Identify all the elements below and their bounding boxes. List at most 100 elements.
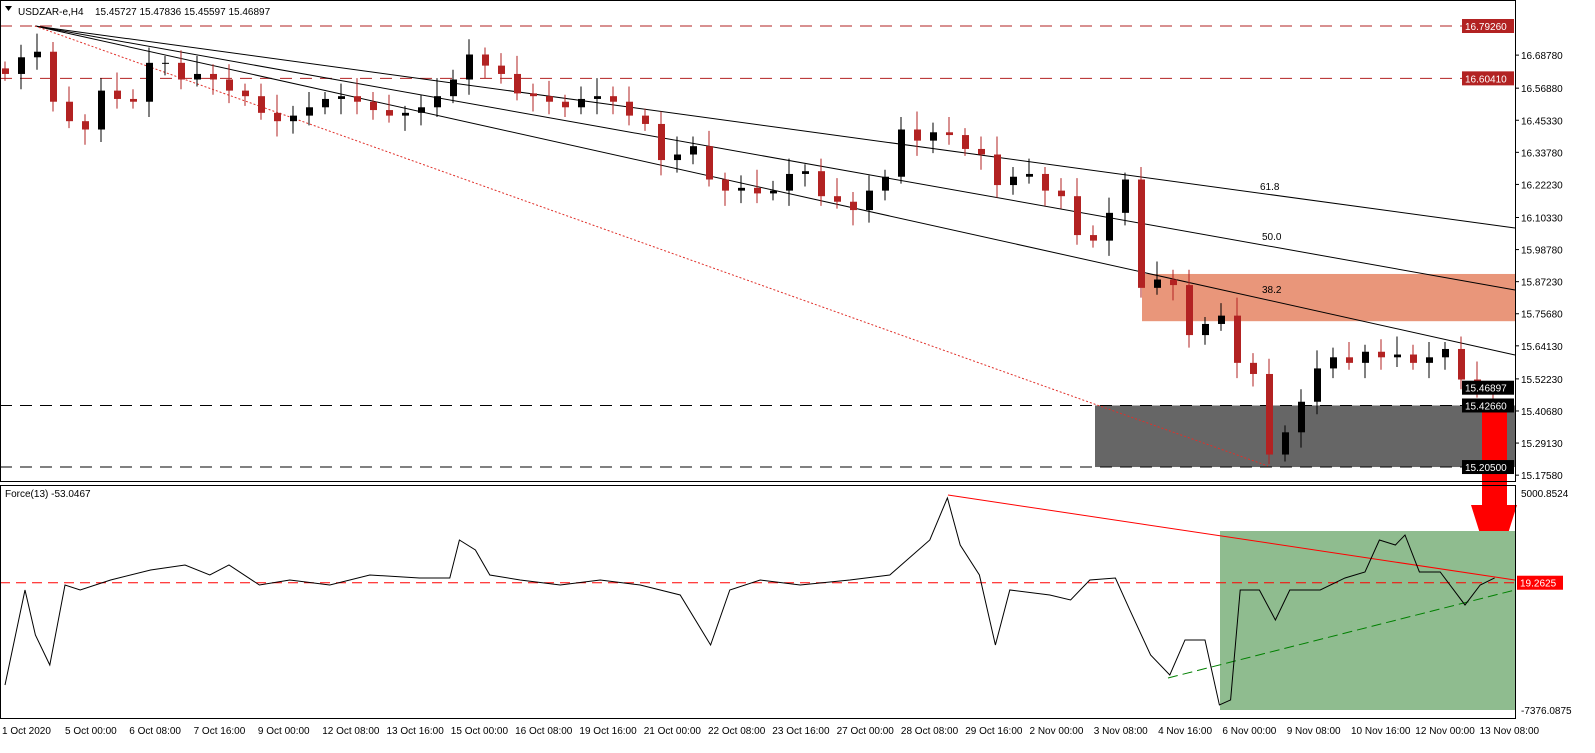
time-tick-label: 19 Oct 16:00 xyxy=(579,726,637,737)
price-level-badge xyxy=(1462,460,1514,475)
price-tick-label: 16.22230 xyxy=(1521,180,1563,191)
candle xyxy=(1138,167,1145,298)
candle-body xyxy=(1090,235,1097,241)
candle xyxy=(1394,336,1401,368)
time-tick-label: 27 Oct 00:00 xyxy=(837,726,895,737)
candle xyxy=(1346,342,1353,370)
candle-body xyxy=(498,65,505,74)
price-level-label: 16.79260 xyxy=(1465,22,1507,33)
time-tick-label: 22 Oct 08:00 xyxy=(708,726,766,737)
candle xyxy=(178,50,185,90)
candle-body xyxy=(530,93,537,97)
price-pane-frame xyxy=(0,0,1516,482)
fib-label: 61.8 xyxy=(1260,182,1280,193)
candle-body xyxy=(82,121,89,130)
price-tick-label: 15.52230 xyxy=(1521,375,1563,386)
candle-body xyxy=(274,112,281,122)
candle-body xyxy=(658,123,665,161)
axes: 16.68780 16.56880 16.45330 16.33780 16.22230… xyxy=(0,0,1572,737)
fib-618-line xyxy=(34,25,1516,229)
candle xyxy=(2,61,9,81)
candle xyxy=(1106,197,1113,256)
candle-body xyxy=(930,132,937,141)
candle-body xyxy=(1458,348,1465,380)
collapse-triangle-icon[interactable] xyxy=(5,6,12,11)
candle xyxy=(1026,158,1033,184)
price-tick-label: 15.87230 xyxy=(1521,278,1563,289)
candle xyxy=(1426,342,1433,379)
current-price-label: 15.46897 xyxy=(1465,384,1507,395)
candle xyxy=(1042,167,1049,206)
candle xyxy=(82,114,89,145)
candle-body xyxy=(322,98,329,108)
fib-label: 50.0 xyxy=(1262,232,1282,243)
time-tick-label: 9 Oct 00:00 xyxy=(258,726,310,737)
candle xyxy=(1154,261,1161,295)
time-tick-label: 6 Nov 00:00 xyxy=(1222,726,1276,737)
candle xyxy=(546,80,553,115)
candle xyxy=(34,33,41,70)
candle-body xyxy=(114,90,121,99)
candle xyxy=(690,136,697,165)
time-tick-label: 5 Oct 00:00 xyxy=(65,726,117,737)
candle xyxy=(418,94,425,126)
price-level-badge xyxy=(1462,19,1514,33)
candle-body xyxy=(1186,285,1193,336)
candle xyxy=(114,72,121,109)
candle-body xyxy=(770,190,777,194)
candle xyxy=(322,92,329,115)
candle-body xyxy=(210,73,217,80)
candle-body xyxy=(450,79,457,97)
candle xyxy=(194,55,201,87)
candle-body xyxy=(818,171,825,197)
price-tick-label: 15.64130 xyxy=(1521,342,1563,353)
chart-title: USDZAR-e,H4 xyxy=(18,7,84,18)
candle-body xyxy=(786,173,793,191)
candle-body xyxy=(434,96,441,108)
candle-body xyxy=(834,196,841,202)
candle-body xyxy=(1314,368,1321,402)
candle xyxy=(1330,347,1337,379)
price-tick-label: 15.98780 xyxy=(1521,246,1563,257)
candle xyxy=(130,89,137,109)
price-pane: 61.8 50.0 38.2 xyxy=(0,25,1517,578)
candle-body xyxy=(1442,348,1449,358)
candle-body xyxy=(514,73,521,94)
price-level-badge xyxy=(1462,398,1514,413)
force-resistance-trendline xyxy=(947,494,1516,581)
force-zone xyxy=(1220,531,1515,710)
candle xyxy=(514,55,521,101)
candle-body xyxy=(1074,196,1081,236)
candle xyxy=(274,94,281,137)
time-tick-label: 15 Oct 00:00 xyxy=(451,726,509,737)
candle-body xyxy=(1298,401,1305,433)
candle-body xyxy=(562,101,569,108)
candle-body xyxy=(850,201,857,211)
resistance-zone xyxy=(1142,273,1515,322)
candle xyxy=(162,55,169,76)
candle xyxy=(306,92,313,126)
candle-body xyxy=(1250,362,1257,374)
fib-382-line xyxy=(34,25,1516,356)
candle-body xyxy=(626,101,633,116)
candle-body xyxy=(130,98,137,102)
candle-body xyxy=(258,96,265,113)
current-price-badge xyxy=(1462,380,1514,395)
candle xyxy=(850,192,857,226)
candle xyxy=(18,44,25,90)
fib-label: 38.2 xyxy=(1262,285,1282,296)
candle-body xyxy=(1266,373,1273,455)
candle-body xyxy=(1218,315,1225,324)
candle xyxy=(1282,425,1289,462)
candle xyxy=(370,92,377,120)
candle xyxy=(786,158,793,206)
candle-body xyxy=(482,54,489,66)
candle xyxy=(450,69,457,104)
time-tick-label: 29 Oct 16:00 xyxy=(965,726,1023,737)
time-tick-label: 23 Oct 16:00 xyxy=(772,726,830,737)
candle-body xyxy=(722,179,729,191)
candle-body xyxy=(898,129,905,177)
price-tick-label: 15.17580 xyxy=(1521,471,1563,482)
candle-body xyxy=(1378,351,1385,358)
